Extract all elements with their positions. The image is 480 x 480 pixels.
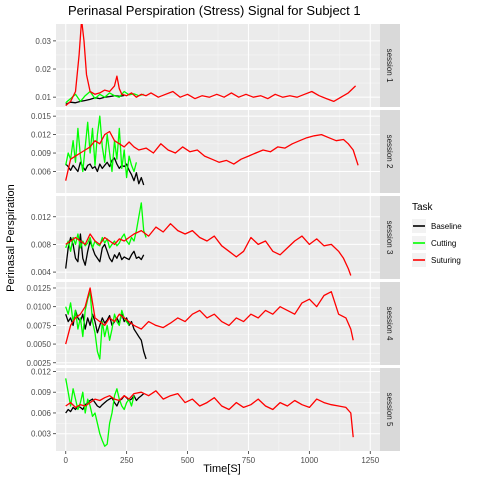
facet-strip-label: session 4 xyxy=(385,307,394,341)
x-tick-label: 1250 xyxy=(361,456,379,465)
series-line-baseline xyxy=(65,309,147,360)
panel-4: 0.0025 0.0050 0.0075 0.0100 0.0125 session 4 xyxy=(27,282,400,368)
y-tick-label: 0.008 xyxy=(31,240,52,249)
series-line-cutting xyxy=(65,202,147,252)
y-tick-label: 0.02 xyxy=(35,65,51,74)
panel-5: 0.003 0.006 0.009 0.012 session 5 xyxy=(31,367,400,451)
facet-strip xyxy=(380,282,400,365)
legend-title: Task xyxy=(412,202,434,213)
y-tick-label: 0.01 xyxy=(35,93,51,102)
y-tick-label: 0.0100 xyxy=(27,303,52,312)
y-tick-label: 0.015 xyxy=(31,112,52,121)
x-tick-label: 1000 xyxy=(300,456,318,465)
y-tick-label: 0.0025 xyxy=(27,359,52,368)
y-tick-label: 0.009 xyxy=(31,149,52,158)
x-tick-label: 250 xyxy=(120,456,134,465)
x-tick-label: 0 xyxy=(64,456,69,465)
y-tick-label: 0.0075 xyxy=(27,321,52,330)
facet-strip xyxy=(380,196,400,279)
chart-title: Perinasal Perspiration (Stress) Signal f… xyxy=(68,3,361,18)
y-tick-label: 0.012 xyxy=(31,213,52,222)
y-tick-label: 0.004 xyxy=(31,268,52,277)
legend-label: Baseline xyxy=(431,222,462,231)
y-tick-label: 0.03 xyxy=(35,37,51,46)
y-tick-label: 0.006 xyxy=(31,167,52,176)
facet-strip-label: session 2 xyxy=(385,135,394,169)
legend-item-cutting: Cutting xyxy=(412,236,456,250)
y-tick-label: 0.0050 xyxy=(27,340,52,349)
series-line-suturing xyxy=(65,390,354,438)
legend-label: Cutting xyxy=(431,239,456,248)
panel-1: 0.01 0.02 0.03 session 1 xyxy=(35,24,400,107)
facet-strip xyxy=(380,368,400,451)
panel-2: 0.006 0.009 0.012 0.015 session 2 xyxy=(31,110,400,193)
y-tick-label: 0.012 xyxy=(31,131,52,140)
legend: Task Baseline Cutting Suturing xyxy=(412,202,462,267)
y-axis-title: Perinasal Perspiration xyxy=(5,184,17,292)
series-line-suturing xyxy=(65,223,352,276)
series-line-baseline xyxy=(65,157,145,186)
x-axis-title: Time[S] xyxy=(203,463,241,475)
facet-panels: 0.01 0.02 0.03 session 1 0.006 0.009 0.012 0.01… xyxy=(27,24,400,451)
legend-item-baseline: Baseline xyxy=(412,219,462,233)
series-line-suturing xyxy=(65,24,357,107)
x-axis: 0 250 500 750 1000 1250 xyxy=(64,451,380,465)
legend-items: Baseline Cutting Suturing xyxy=(412,219,462,267)
y-tick-label: 0.0125 xyxy=(27,284,52,293)
facet-strip xyxy=(380,110,400,193)
legend-label: Suturing xyxy=(431,256,461,265)
panel-3: 0.004 0.008 0.012 session 3 xyxy=(31,196,400,279)
series-line-suturing xyxy=(65,287,354,345)
legend-item-suturing: Suturing xyxy=(412,253,461,267)
y-tick-label: 0.003 xyxy=(31,430,52,439)
y-tick-label: 0.006 xyxy=(31,409,52,418)
facet-strip-label: session 3 xyxy=(385,221,394,255)
y-tick-label: 0.012 xyxy=(31,367,52,376)
facet-strip-label: session 1 xyxy=(385,49,394,83)
series-line-cutting xyxy=(65,115,138,179)
facet-strip xyxy=(380,24,400,107)
series-line-baseline xyxy=(65,233,145,269)
facet-strip-label: session 5 xyxy=(385,393,394,427)
x-tick-label: 750 xyxy=(242,456,256,465)
series-line-cutting xyxy=(65,90,144,104)
series-line-suturing xyxy=(65,130,359,181)
y-tick-label: 0.009 xyxy=(31,388,52,397)
x-tick-label: 500 xyxy=(181,456,195,465)
